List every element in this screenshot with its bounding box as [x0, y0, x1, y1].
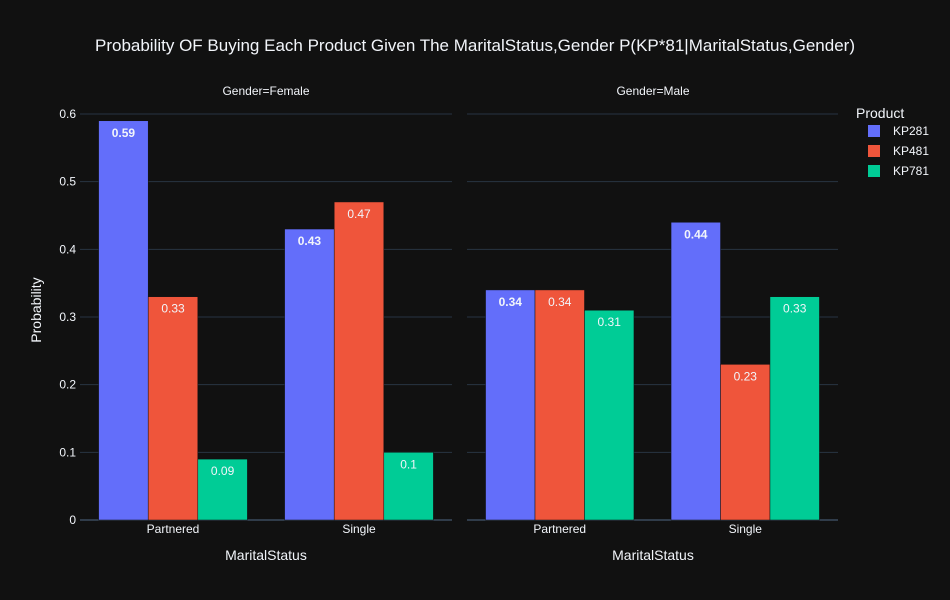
x-tick-label: Single [342, 522, 376, 536]
bar-value-label: 0.09 [211, 464, 235, 478]
bar-value-label: 0.31 [598, 315, 622, 329]
bar-kp281[interactable] [670, 222, 721, 521]
bar-kp781[interactable] [769, 296, 820, 521]
legend[interactable]: KP281 KP481 KP781 [868, 124, 929, 178]
y-tick-label: 0.1 [59, 445, 76, 459]
panel-title-female: Gender=Female [222, 84, 309, 98]
bar-kp281[interactable] [284, 228, 335, 521]
y-tick-label: 0.3 [59, 310, 76, 324]
y-tick-label: 0.5 [59, 175, 76, 189]
legend-swatch-kp481[interactable] [868, 145, 880, 157]
x-axis-label-male: MaritalStatus [612, 547, 694, 563]
bar-kp281[interactable] [485, 289, 536, 521]
legend-item-label[interactable]: KP481 [893, 144, 929, 158]
y-axis-label: Probability [28, 277, 44, 342]
bar-value-label: 0.23 [734, 369, 758, 383]
legend-title: Product [856, 105, 904, 121]
y-tick-label: 0 [69, 513, 76, 527]
bar-value-label: 0.1 [400, 457, 417, 471]
x-axis-label-female: MaritalStatus [225, 547, 307, 563]
bars-layer: 0.59 0.33 0.09 0.43 0.47 0.1 0.34 0.34 0.31 0.44 0… [98, 120, 820, 521]
bar-kp281[interactable] [98, 120, 149, 521]
x-tick-label: Partnered [147, 522, 200, 536]
bar-kp481[interactable] [534, 289, 585, 521]
bar-kp481[interactable] [333, 201, 385, 521]
legend-swatch-kp281[interactable] [868, 125, 880, 137]
bar-value-label: 0.44 [684, 227, 708, 241]
x-tick-label: Partnered [533, 522, 586, 536]
bar-value-label: 0.34 [548, 295, 572, 309]
bar-value-label: 0.59 [112, 126, 136, 140]
bar-value-label: 0.33 [783, 302, 807, 316]
bar-value-label: 0.34 [499, 295, 523, 309]
y-tick-label: 0.6 [59, 107, 76, 121]
legend-item-label[interactable]: KP781 [893, 164, 929, 178]
chart-title: Probability OF Buying Each Product Given… [95, 36, 855, 55]
bar-kp781[interactable] [584, 309, 635, 521]
bar-kp481[interactable] [720, 364, 771, 521]
panel-title-male: Gender=Male [616, 84, 689, 98]
bar-value-label: 0.33 [161, 302, 185, 316]
legend-swatch-kp781[interactable] [868, 165, 880, 177]
legend-item-label[interactable]: KP281 [893, 124, 929, 138]
bar-kp481[interactable] [147, 296, 199, 521]
bar-kp781[interactable] [383, 452, 434, 521]
bar-kp781[interactable] [197, 458, 248, 521]
x-tick-label: Single [729, 522, 763, 536]
y-tick-label: 0.2 [59, 378, 76, 392]
bar-value-label: 0.47 [347, 207, 371, 221]
y-tick-label: 0.4 [59, 242, 76, 256]
bar-value-label: 0.43 [298, 234, 322, 248]
